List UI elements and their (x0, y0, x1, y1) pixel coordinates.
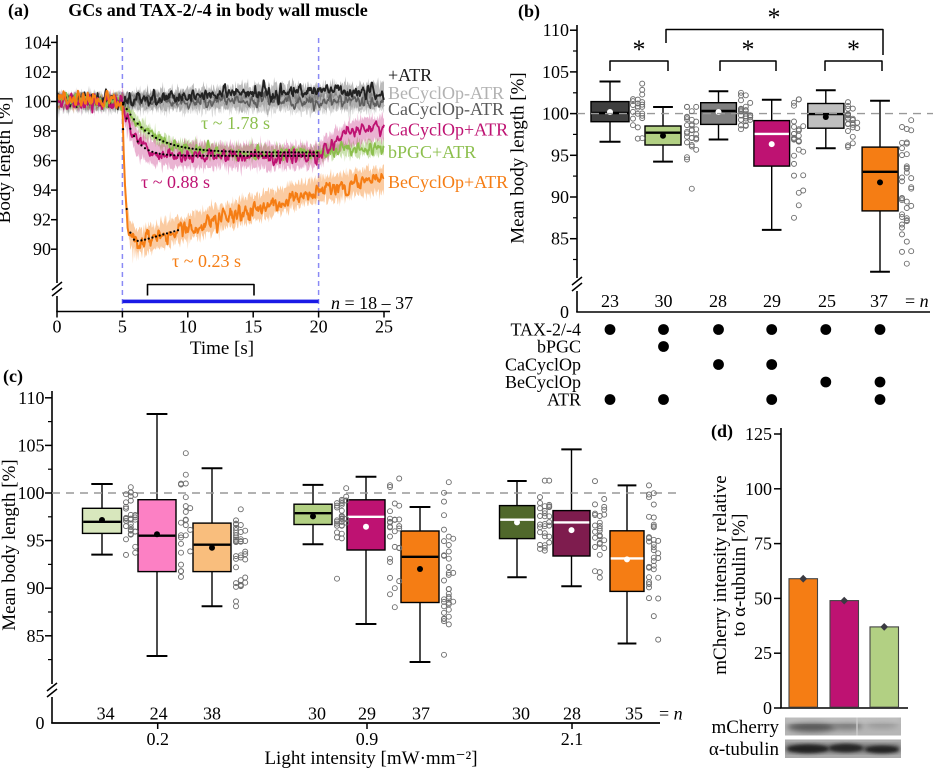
svg-text:*: * (847, 35, 860, 64)
svg-text:102: 102 (24, 62, 51, 82)
svg-text:25: 25 (375, 317, 393, 337)
svg-text:CaCyclOp+ATR: CaCyclOp+ATR (388, 120, 508, 140)
svg-text:75: 75 (754, 534, 772, 554)
svg-text:85: 85 (551, 229, 569, 249)
svg-text:TAX-2/-4: TAX-2/-4 (510, 320, 581, 340)
svg-text:37: 37 (870, 291, 888, 311)
svg-text:Light intensity [mW·mm⁻²]: Light intensity [mW·mm⁻²] (264, 748, 477, 769)
svg-text:to α-tubulin [%]: to α-tubulin [%] (729, 514, 750, 637)
svg-text:Mean body length [%]: Mean body length [%] (508, 72, 529, 243)
svg-text:29: 29 (358, 704, 376, 724)
svg-text:*: * (768, 3, 781, 32)
svg-text:*: * (633, 35, 646, 64)
svg-text:bPGC+ATR: bPGC+ATR (388, 142, 476, 162)
svg-text:0.2: 0.2 (146, 729, 169, 749)
svg-text:92: 92 (33, 210, 51, 230)
svg-text:CaCyclOp-ATR: CaCyclOp-ATR (388, 99, 504, 119)
svg-text:0: 0 (53, 317, 62, 337)
svg-text:= n: = n (659, 704, 683, 724)
svg-text:(d): (d) (711, 421, 733, 442)
svg-text:28: 28 (563, 704, 581, 724)
svg-text:α-tubulin: α-tubulin (709, 739, 780, 760)
svg-text:90: 90 (33, 239, 51, 259)
svg-text:= n: = n (905, 291, 929, 311)
svg-text:Time [s]: Time [s] (190, 338, 254, 359)
svg-text:ATR: ATR (547, 390, 581, 410)
svg-text:96: 96 (33, 151, 51, 171)
svg-text:100: 100 (745, 479, 772, 499)
svg-text:90: 90 (551, 187, 569, 207)
svg-text:τ ~ 0.23 s: τ ~ 0.23 s (172, 251, 241, 271)
svg-text:n = 18 – 37: n = 18 – 37 (331, 293, 413, 313)
svg-text:(c): (c) (3, 366, 23, 387)
svg-text:23: 23 (601, 291, 619, 311)
svg-text:105: 105 (542, 62, 569, 82)
svg-text:37: 37 (412, 704, 430, 724)
svg-text:0.9: 0.9 (356, 729, 379, 749)
svg-text:104: 104 (24, 32, 51, 52)
svg-text:20: 20 (310, 317, 328, 337)
svg-text:0: 0 (763, 698, 772, 718)
svg-text:GCs and TAX-2/-4 in body wall: GCs and TAX-2/-4 in body wall muscle (68, 0, 367, 20)
svg-text:5: 5 (118, 317, 127, 337)
svg-text:28: 28 (709, 291, 727, 311)
svg-text:BeCyclOp-ATR: BeCyclOp-ATR (388, 83, 504, 103)
svg-text:0: 0 (36, 713, 45, 733)
svg-text:mCherry: mCherry (711, 717, 779, 738)
svg-text:98: 98 (33, 121, 51, 141)
svg-text:30: 30 (512, 704, 530, 724)
svg-text:Body length [%]: Body length [%] (0, 97, 15, 224)
svg-text:25: 25 (818, 291, 836, 311)
svg-text:24: 24 (150, 704, 168, 724)
svg-text:+ATR: +ATR (388, 65, 432, 85)
svg-text:38: 38 (203, 704, 221, 724)
svg-text:100: 100 (18, 483, 45, 503)
svg-text:110: 110 (18, 388, 44, 408)
svg-text:85: 85 (27, 626, 45, 646)
svg-text:30: 30 (308, 704, 326, 724)
svg-text:50: 50 (754, 588, 772, 608)
svg-text:95: 95 (27, 531, 45, 551)
svg-text:mCherry intensity relative: mCherry intensity relative (710, 475, 731, 674)
svg-text:Mean body length [%]: Mean body length [%] (0, 459, 20, 630)
svg-text:105: 105 (18, 435, 45, 455)
svg-text:100: 100 (542, 104, 569, 124)
svg-text:0: 0 (560, 302, 569, 322)
svg-text:35: 35 (625, 704, 643, 724)
svg-text:30: 30 (655, 291, 673, 311)
svg-text:25: 25 (754, 643, 772, 663)
svg-text:90: 90 (27, 578, 45, 598)
svg-text:2.1: 2.1 (561, 729, 584, 749)
svg-text:BeCyclOp+ATR: BeCyclOp+ATR (388, 172, 508, 192)
svg-text:34: 34 (97, 704, 115, 724)
svg-text:110: 110 (543, 20, 569, 40)
svg-text:bPGC: bPGC (537, 337, 581, 357)
svg-text:*: * (742, 35, 755, 64)
svg-text:125: 125 (745, 424, 772, 444)
svg-text:95: 95 (551, 145, 569, 165)
svg-text:15: 15 (244, 317, 262, 337)
svg-text:(a): (a) (8, 0, 29, 21)
svg-text:τ ~ 0.88 s: τ ~ 0.88 s (141, 172, 210, 192)
svg-text:τ ~ 1.78 s: τ ~ 1.78 s (201, 113, 270, 133)
svg-text:(b): (b) (518, 1, 540, 22)
svg-text:BeCyclOp: BeCyclOp (505, 372, 581, 392)
svg-text:CaCyclOp: CaCyclOp (505, 355, 581, 375)
svg-text:100: 100 (24, 92, 51, 112)
svg-text:94: 94 (33, 180, 51, 200)
svg-text:10: 10 (179, 317, 197, 337)
svg-text:29: 29 (763, 291, 781, 311)
